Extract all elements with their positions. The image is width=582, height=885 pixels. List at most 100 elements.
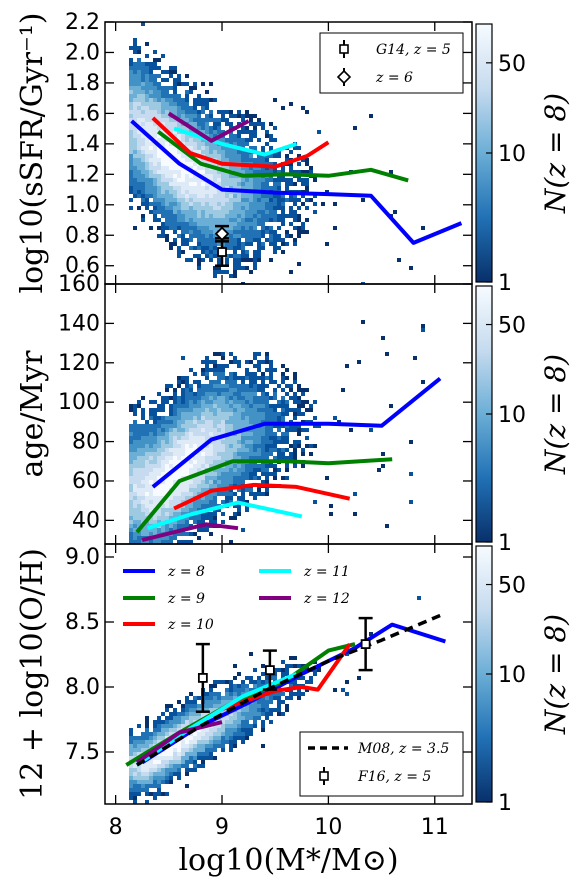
ssfr-density-cell xyxy=(141,62,145,66)
age-density-cell xyxy=(153,528,157,532)
ssfr-density-cell xyxy=(225,206,229,210)
age-density-cell xyxy=(289,428,293,432)
age-density-cell xyxy=(209,500,213,504)
oh-density-cell xyxy=(165,728,169,732)
age-density-cell xyxy=(141,484,145,488)
age-density-cell xyxy=(257,468,261,472)
age-density-cell xyxy=(193,440,197,444)
ssfr-density-cell xyxy=(129,166,133,170)
age-density-cell xyxy=(253,464,257,468)
age-density-cell xyxy=(225,436,229,440)
ssfr-density-cell xyxy=(249,210,253,214)
age-density-cell xyxy=(213,492,217,496)
oh-density-cell xyxy=(253,704,257,708)
ssfr-density-cell xyxy=(249,226,253,230)
oh-density-cell xyxy=(161,764,165,768)
ssfr-density-cell xyxy=(133,126,137,130)
ssfr-density-cell xyxy=(133,106,137,110)
age-density-cell xyxy=(293,380,297,384)
oh-density-cell xyxy=(133,780,137,784)
ssfr-density-cell xyxy=(161,70,165,74)
ssfr-density-cell xyxy=(217,226,221,230)
age-density-cell xyxy=(245,396,249,400)
ssfr-density-cell xyxy=(189,186,193,190)
age-density-cell xyxy=(213,428,217,432)
age-density-cell xyxy=(233,428,237,432)
oh-density-cell xyxy=(213,728,217,732)
ssfr-density-cell xyxy=(297,146,301,150)
age-density-cell xyxy=(249,444,253,448)
ssfr-density-cell xyxy=(133,94,137,98)
ssfr-density-cell xyxy=(229,110,233,114)
age-density-cell xyxy=(149,416,153,420)
age-density-cell xyxy=(161,472,165,476)
age-density-cell xyxy=(169,440,173,444)
oh-density-cell xyxy=(185,704,189,708)
age-density-cell xyxy=(257,404,261,408)
ssfr-density-cell xyxy=(249,270,253,274)
age-density-cell xyxy=(181,416,185,420)
age-density-cell xyxy=(225,500,229,504)
ssfr-density-cell xyxy=(181,178,185,182)
ssfr-density-cell xyxy=(173,66,177,70)
age-density-cell xyxy=(225,388,229,392)
ssfr-density-cell xyxy=(229,178,233,182)
age-density-cell xyxy=(261,428,265,432)
ssfr-density-cell xyxy=(197,266,201,270)
age-density-cell xyxy=(229,360,233,364)
age-density-cell xyxy=(201,416,205,420)
ssfr-density-cell xyxy=(277,214,281,218)
ssfr-density-cell xyxy=(369,114,373,118)
ssfr-density-cell xyxy=(393,210,397,214)
age-density-cell xyxy=(149,436,153,440)
age-density-cell xyxy=(141,504,145,508)
ssfr-density-cell xyxy=(233,142,237,146)
ssfr-density-cell xyxy=(253,218,257,222)
ssfr-density-cell xyxy=(261,242,265,246)
ssfr-density-cell xyxy=(241,130,245,134)
ssfr-density-cell xyxy=(149,66,153,70)
age-density-cell xyxy=(205,372,209,376)
age-density-cell xyxy=(165,512,169,516)
age-density-cell xyxy=(209,448,213,452)
age-density-cell xyxy=(173,476,177,480)
ssfr-density-cell xyxy=(269,230,273,234)
oh-density-cell xyxy=(237,724,241,728)
ssfr-density-cell xyxy=(253,202,257,206)
ssfr-density-cell xyxy=(317,130,321,134)
ssfr-density-cell xyxy=(173,230,177,234)
oh-density-cell xyxy=(249,732,253,736)
oh-density-cell xyxy=(141,780,145,784)
ssfr-density-cell xyxy=(201,130,205,134)
ssfr-density-cell xyxy=(209,194,213,198)
ssfr-density-cell xyxy=(165,86,169,90)
ssfr-density-cell xyxy=(257,250,261,254)
age-density-cell xyxy=(225,452,229,456)
age-density-cell xyxy=(273,456,277,460)
ssfr-density-cell xyxy=(197,178,201,182)
ssfr-density-cell xyxy=(189,146,193,150)
ssfr-density-cell xyxy=(201,242,205,246)
ssfr-density-cell xyxy=(161,142,165,146)
age-density-cell xyxy=(381,464,385,468)
age-density-cell xyxy=(281,440,285,444)
ssfr-density-cell xyxy=(157,190,161,194)
age-density-cell xyxy=(233,412,237,416)
age-density-cell xyxy=(205,388,209,392)
ssfr-density-cell xyxy=(129,162,133,166)
ssfr-density-cell xyxy=(309,170,313,174)
age-density-cell xyxy=(165,488,169,492)
ssfr-density-cell xyxy=(129,98,133,102)
oh-density-cell xyxy=(205,752,209,756)
oh-density-cell xyxy=(205,692,209,696)
oh-density-cell xyxy=(277,708,281,712)
age-density-cell xyxy=(241,528,245,532)
oh-density-cell xyxy=(221,732,225,736)
age-density-cell xyxy=(281,452,285,456)
age-density-cell xyxy=(233,512,237,516)
oh-axes-frame xyxy=(104,543,473,805)
age-density-cell xyxy=(193,448,197,452)
ssfr-density-cell xyxy=(209,202,213,206)
ssfr-density-cell xyxy=(181,226,185,230)
age-density-cell xyxy=(189,448,193,452)
